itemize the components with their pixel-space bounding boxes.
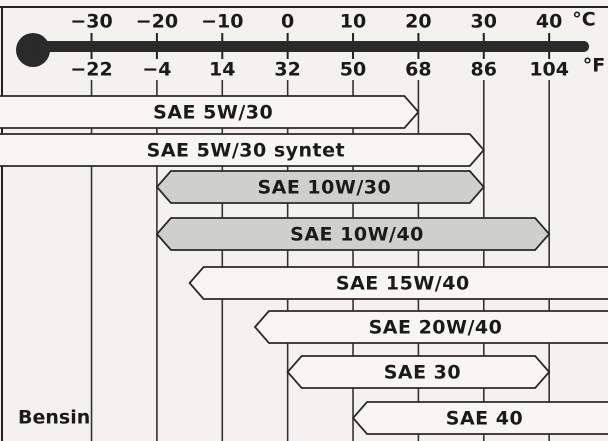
x2-tick-label: −4 bbox=[142, 59, 171, 81]
bar-label: SAE 40 bbox=[446, 408, 523, 430]
x2-unit: °F bbox=[583, 55, 605, 77]
range-bar bbox=[0, 95, 420, 129]
range-bar bbox=[286, 355, 551, 389]
x-tick-label: 10 bbox=[340, 11, 366, 33]
bar-label: SAE 10W/40 bbox=[290, 224, 424, 246]
x-tick-label: −30 bbox=[70, 11, 112, 33]
x-tick-label: 0 bbox=[281, 11, 294, 33]
bar-label: SAE 5W/30 bbox=[153, 102, 273, 124]
x-tick-label: −20 bbox=[136, 11, 178, 33]
x2-tick-label: 104 bbox=[529, 59, 569, 81]
bar-label: SAE 5W/30 syntet bbox=[147, 140, 345, 162]
x2-tick-label: 86 bbox=[471, 59, 497, 81]
range-bar bbox=[155, 170, 485, 204]
bar-label: SAE 20W/40 bbox=[369, 317, 503, 339]
bar-label: SAE 15W/40 bbox=[336, 273, 470, 295]
bar-label: SAE 10W/30 bbox=[257, 177, 391, 199]
x2-tick-label: −22 bbox=[70, 59, 112, 81]
x-tick-label: −10 bbox=[201, 11, 243, 33]
x2-tick-label: 14 bbox=[209, 59, 235, 81]
thermometer-bar bbox=[33, 41, 589, 52]
x-tick-label: 30 bbox=[471, 11, 497, 33]
x2-tick-label: 32 bbox=[274, 59, 300, 81]
x2-tick-label: 50 bbox=[340, 59, 366, 81]
x-tick-label: 20 bbox=[405, 11, 431, 33]
x2-tick-label: 68 bbox=[405, 59, 431, 81]
range-bar bbox=[253, 310, 608, 344]
x-tick-label: 40 bbox=[536, 11, 562, 33]
x-unit: °C bbox=[572, 9, 595, 31]
range-bar bbox=[351, 401, 608, 435]
bar-label: SAE 30 bbox=[384, 362, 461, 384]
range-bar bbox=[155, 217, 551, 251]
range-bar bbox=[0, 133, 485, 167]
annotation: Bensin bbox=[18, 407, 90, 429]
range-bar bbox=[188, 266, 608, 300]
